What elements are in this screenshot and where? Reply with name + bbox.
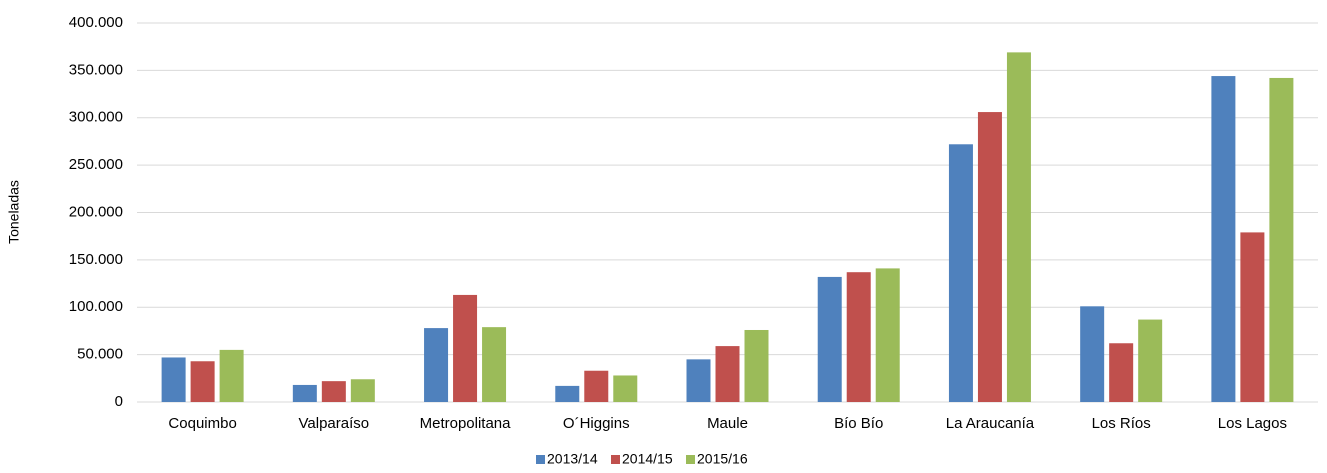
bar: [482, 327, 507, 402]
y-tick-label: 100.000: [69, 298, 123, 315]
y-axis-label: Toneladas: [6, 180, 22, 244]
bar: [321, 381, 346, 402]
bar: [948, 144, 973, 402]
y-tick-label: 250.000: [69, 156, 123, 173]
legend-swatch: [686, 455, 695, 464]
y-tick-label: 200.000: [69, 203, 123, 220]
y-tick-label: 300.000: [69, 109, 123, 126]
legend-swatch: [536, 455, 545, 464]
bar: [1080, 306, 1105, 402]
bar: [1211, 76, 1236, 402]
bar: [977, 112, 1002, 402]
legend-label: 2013/14: [547, 451, 598, 467]
legend-label: 2015/16: [697, 451, 748, 467]
bar: [161, 357, 186, 402]
bar: [1269, 77, 1294, 402]
y-tick-label: 400.000: [69, 14, 123, 31]
x-tick-label: La Araucanía: [946, 415, 1035, 432]
bar: [686, 359, 711, 402]
legend-swatch: [611, 455, 620, 464]
bar: [715, 346, 740, 402]
bar: [1240, 232, 1265, 402]
y-tick-label: 350.000: [69, 61, 123, 78]
bar: [744, 329, 769, 402]
bar: [292, 384, 317, 402]
bar: [350, 379, 375, 402]
bar: [1109, 343, 1134, 402]
bar: [1138, 319, 1163, 402]
bar: [1006, 52, 1031, 403]
bar: [453, 294, 478, 402]
bar: [584, 370, 609, 402]
bar: [190, 361, 215, 402]
x-tick-label: Valparaíso: [299, 415, 370, 432]
y-tick-label: 150.000: [69, 251, 123, 268]
y-tick-label: 50.000: [77, 346, 123, 363]
x-tick-label: Los Ríos: [1092, 415, 1151, 432]
x-tick-label: Metropolitana: [420, 415, 512, 432]
x-tick-label: Maule: [707, 415, 748, 432]
x-tick-label: O´Higgins: [563, 415, 630, 432]
x-tick-label: Los Lagos: [1218, 415, 1287, 432]
bar: [875, 268, 900, 402]
bar: [219, 349, 244, 402]
bar: [846, 272, 871, 402]
bar: [424, 328, 449, 402]
bar: [817, 276, 842, 402]
legend-label: 2014/15: [622, 451, 673, 467]
x-tick-label: Coquimbo: [168, 415, 236, 432]
bar: [613, 375, 638, 402]
bar: [555, 385, 580, 402]
x-tick-label: Bío Bío: [834, 415, 883, 432]
y-tick-label: 0: [115, 393, 123, 410]
